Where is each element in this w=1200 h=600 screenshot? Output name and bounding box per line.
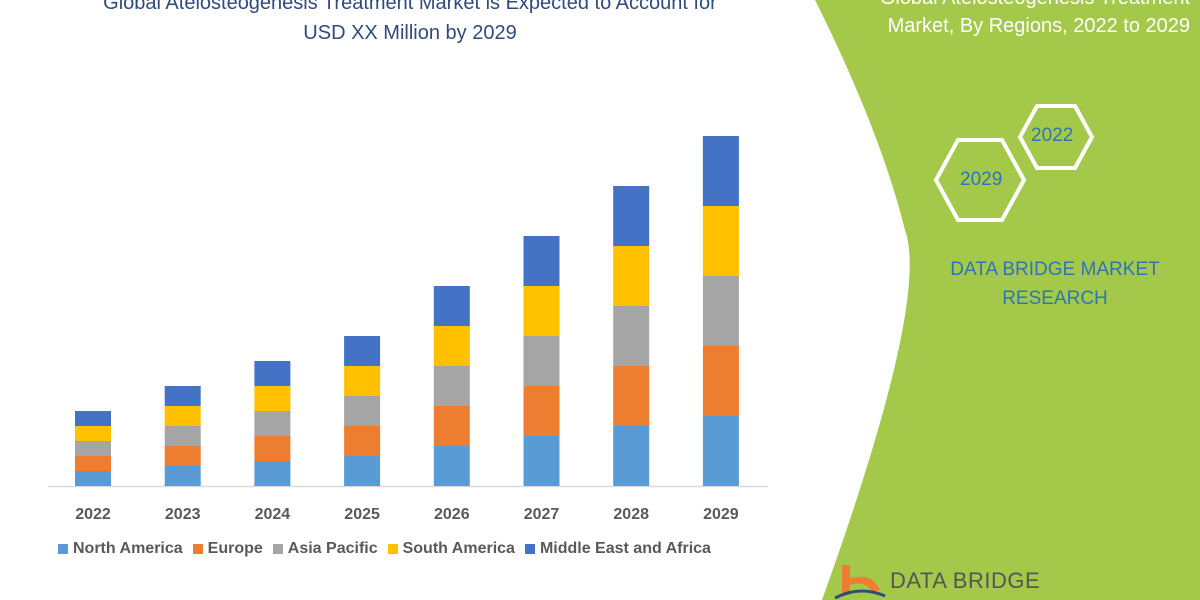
legend-swatch bbox=[192, 544, 203, 554]
legend-label: Middle East and Africa bbox=[539, 540, 711, 557]
logo-icon bbox=[834, 565, 886, 600]
legend-item: South America bbox=[387, 540, 515, 558]
bar-segment-2029-north-america bbox=[702, 416, 739, 486]
bar-segment-2022-south-america bbox=[75, 426, 111, 441]
hexagon-2022 bbox=[1017, 104, 1095, 170]
bar-segment-2025-north-america bbox=[344, 456, 381, 486]
legend-item: North America bbox=[58, 540, 183, 558]
legend-swatch bbox=[58, 544, 68, 554]
bar-segment-2023-europe bbox=[164, 446, 201, 466]
bar-segment-2024-asia-pacific bbox=[254, 411, 291, 436]
bar-segment-2027-middle-east-and-africa bbox=[523, 236, 560, 286]
x-tick-label: 2023 bbox=[165, 506, 201, 523]
bar-segment-2029-europe bbox=[702, 346, 739, 416]
bar-segment-2023-asia-pacific bbox=[164, 426, 201, 446]
bar-segment-2024-europe bbox=[254, 436, 291, 461]
legend-label: South America bbox=[402, 540, 515, 557]
hexagon-2029 bbox=[933, 138, 1027, 222]
legend-label: Europe bbox=[207, 540, 263, 557]
legend-item: Europe bbox=[192, 540, 263, 558]
bar-segment-2026-asia-pacific bbox=[433, 366, 470, 406]
bar-segment-2025-asia-pacific bbox=[344, 396, 381, 426]
bar-segment-2022-middle-east-and-africa bbox=[75, 411, 111, 426]
x-tick-label: 2026 bbox=[434, 506, 470, 523]
x-tick-label: 2027 bbox=[524, 506, 560, 523]
bar-segment-2027-south-america bbox=[523, 286, 560, 336]
bar-segment-2025-middle-east-and-africa bbox=[344, 336, 381, 366]
bar-segment-2028-north-america bbox=[613, 426, 650, 486]
x-tick-label: 2025 bbox=[344, 506, 380, 523]
hex-label-2029: 2029 bbox=[960, 169, 1003, 190]
legend-item: Asia Pacific bbox=[272, 540, 378, 558]
legend-label: Asia Pacific bbox=[287, 540, 378, 557]
bar-segment-2022-europe bbox=[75, 456, 111, 471]
bar-segment-2025-europe bbox=[344, 426, 381, 456]
brand-name: DATA BRIDGE MARKET RESEARCH bbox=[950, 259, 1160, 309]
bar-segment-2027-europe bbox=[523, 386, 560, 436]
bar-segment-2023-north-america bbox=[164, 466, 201, 486]
x-tick-label: 2029 bbox=[703, 506, 739, 523]
bar-segment-2024-south-america bbox=[254, 386, 291, 411]
hex-label-2022: 2022 bbox=[1031, 125, 1074, 146]
legend-swatch bbox=[387, 544, 398, 554]
bar-segment-2024-middle-east-and-africa bbox=[254, 361, 291, 386]
bar-segment-2028-europe bbox=[613, 366, 650, 426]
x-tick-label: 2022 bbox=[75, 506, 111, 523]
legend-swatch bbox=[272, 544, 283, 554]
stacked-bar-chart: 2022 2023 2024 2025 2026 2027 2028 2029 bbox=[48, 136, 768, 523]
bar-segment-2026-north-america bbox=[433, 446, 470, 486]
x-tick-label: 2028 bbox=[613, 506, 649, 523]
bar-segment-2028-middle-east-and-africa bbox=[613, 186, 650, 246]
bar-segment-2029-asia-pacific bbox=[702, 276, 739, 346]
side-panel-title: Global Atelosteogenesis Treatment Market… bbox=[880, 0, 1190, 37]
bar-segment-2028-asia-pacific bbox=[613, 306, 650, 366]
legend: North America Europe Asia Pacific South Ame… bbox=[58, 540, 711, 558]
bar-segment-2029-south-america bbox=[702, 206, 739, 276]
x-tick-label: 2024 bbox=[255, 506, 291, 523]
legend-item: Middle East and Africa bbox=[524, 540, 711, 558]
bar-segment-2026-middle-east-and-africa bbox=[433, 286, 470, 326]
bar-segment-2023-south-america bbox=[164, 406, 201, 426]
bar-segment-2025-south-america bbox=[344, 366, 381, 396]
bar-segment-2026-south-america bbox=[433, 326, 470, 366]
chart-title: Global Atelosteogenesis Treatment Market… bbox=[103, 0, 717, 44]
bar-segment-2027-north-america bbox=[523, 436, 560, 486]
bar-segment-2029-middle-east-and-africa bbox=[702, 136, 739, 206]
legend-label: North America bbox=[73, 540, 183, 557]
bar-segment-2022-asia-pacific bbox=[75, 441, 111, 456]
bar-segment-2027-asia-pacific bbox=[523, 336, 560, 386]
bar-segment-2026-europe bbox=[433, 406, 470, 446]
bar-segment-2024-north-america bbox=[254, 461, 291, 486]
bar-segment-2023-middle-east-and-africa bbox=[164, 386, 201, 406]
bar-segment-2028-south-america bbox=[613, 246, 650, 306]
logo-text: DATA BRIDGE bbox=[890, 568, 1041, 593]
legend-swatch bbox=[524, 544, 535, 554]
bar-segment-2022-north-america bbox=[75, 471, 111, 486]
